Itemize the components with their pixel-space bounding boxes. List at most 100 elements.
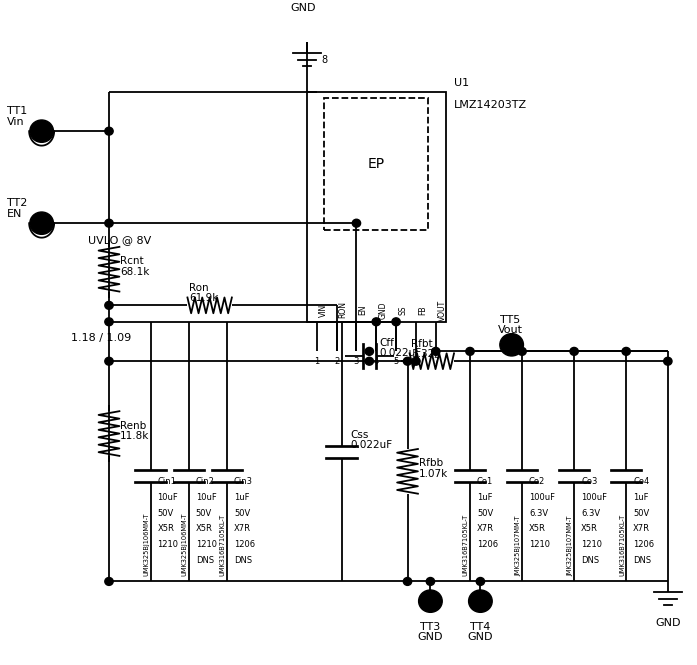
Text: 68.1k: 68.1k [120,267,149,277]
Text: UMK325BJ106MM-T: UMK325BJ106MM-T [144,513,149,576]
Text: 10uF: 10uF [158,493,178,502]
Circle shape [105,357,113,365]
Text: DNS: DNS [581,556,599,565]
Text: 5: 5 [394,356,399,366]
Text: 50V: 50V [234,509,250,517]
Text: Rcnt: Rcnt [120,256,144,266]
Circle shape [105,127,113,135]
Text: EN: EN [358,305,367,315]
Text: 100uF: 100uF [529,493,555,502]
Text: X7R: X7R [234,525,251,533]
Circle shape [664,357,672,365]
Text: 100uF: 100uF [581,493,607,502]
Text: GND: GND [655,618,680,628]
Circle shape [105,301,113,309]
Circle shape [570,347,579,355]
Circle shape [518,347,526,355]
Text: 1.18 / 1.09: 1.18 / 1.09 [71,333,131,343]
Text: 0.022uF: 0.022uF [380,348,422,358]
Circle shape [427,577,435,585]
Text: Co4: Co4 [633,477,650,486]
Text: DNS: DNS [633,556,651,565]
Circle shape [105,577,113,585]
Text: 2: 2 [334,356,339,366]
Text: Co2: Co2 [529,477,545,486]
Text: RON: RON [339,301,348,319]
Circle shape [30,120,54,142]
Text: X5R: X5R [581,525,598,533]
Text: 1206: 1206 [477,540,498,549]
Text: 1206: 1206 [633,540,654,549]
Text: 1uF: 1uF [477,493,493,502]
Text: Rfbt: Rfbt [411,339,433,349]
Text: JMK325BJ107MM-T: JMK325BJ107MM-T [515,515,521,576]
Text: UMK316B7105KL-T: UMK316B7105KL-T [463,514,469,576]
Text: U1: U1 [454,78,469,88]
Circle shape [468,590,492,612]
Bar [324,98,429,230]
Text: Vin: Vin [7,117,24,127]
Text: Co3: Co3 [581,477,597,486]
Circle shape [105,219,113,227]
Text: VOUT: VOUT [438,299,447,321]
Text: TT4: TT4 [470,622,491,632]
Text: GND: GND [378,301,388,319]
Text: 10uF: 10uF [196,493,217,502]
Text: 50V: 50V [633,509,650,517]
Circle shape [105,318,113,326]
Text: SS: SS [398,305,407,315]
Circle shape [392,318,400,326]
Text: 8: 8 [321,55,328,65]
Circle shape [466,347,474,355]
Text: TT5: TT5 [500,315,521,325]
Text: 61.9k: 61.9k [189,293,218,303]
Text: Css: Css [350,430,368,440]
Circle shape [412,357,420,365]
Text: UMK316B7105KL-T: UMK316B7105KL-T [619,514,625,576]
Text: JMK325BJ107MM-T: JMK325BJ107MM-T [567,515,573,576]
Text: 50V: 50V [477,509,493,517]
Text: 11.8k: 11.8k [120,431,149,441]
Text: 1: 1 [314,356,319,366]
Text: 7: 7 [433,356,438,366]
Bar [307,92,445,322]
Text: 1206: 1206 [234,540,255,549]
Text: 1210: 1210 [158,540,178,549]
Text: GND: GND [418,632,443,642]
Text: X7R: X7R [633,525,650,533]
Text: Co1: Co1 [477,477,493,486]
Text: X5R: X5R [529,525,546,533]
Text: 6.3V: 6.3V [529,509,548,517]
Text: DNS: DNS [196,556,214,565]
Text: TT3: TT3 [420,622,441,632]
Text: GND: GND [468,632,493,642]
Text: Cin1: Cin1 [158,477,176,486]
Circle shape [372,318,381,326]
Text: X5R: X5R [158,525,174,533]
Text: Vout: Vout [498,325,523,334]
Text: 50V: 50V [158,509,174,517]
Text: 4: 4 [374,356,379,366]
Text: 1210: 1210 [196,540,217,549]
Text: 6.3V: 6.3V [581,509,600,517]
Circle shape [500,334,523,356]
Text: 1210: 1210 [529,540,550,549]
Text: Rfbb: Rfbb [419,458,443,468]
Circle shape [622,347,630,355]
Text: EP: EP [368,157,385,171]
Text: TT2: TT2 [7,198,27,208]
Text: UMK316B7105KL-T: UMK316B7105KL-T [220,514,226,576]
Circle shape [352,219,360,227]
Text: 1uF: 1uF [234,493,250,502]
Text: EN: EN [7,209,22,219]
Text: 3: 3 [354,356,359,366]
Circle shape [404,577,412,585]
Text: DNS: DNS [234,556,252,565]
Circle shape [431,347,440,355]
Circle shape [30,212,54,234]
Text: 1210: 1210 [581,540,602,549]
Text: Cin2: Cin2 [196,477,215,486]
Circle shape [404,357,412,365]
Text: UVLO @ 8V: UVLO @ 8V [88,235,151,245]
Text: LMZ14203TZ: LMZ14203TZ [454,100,527,110]
